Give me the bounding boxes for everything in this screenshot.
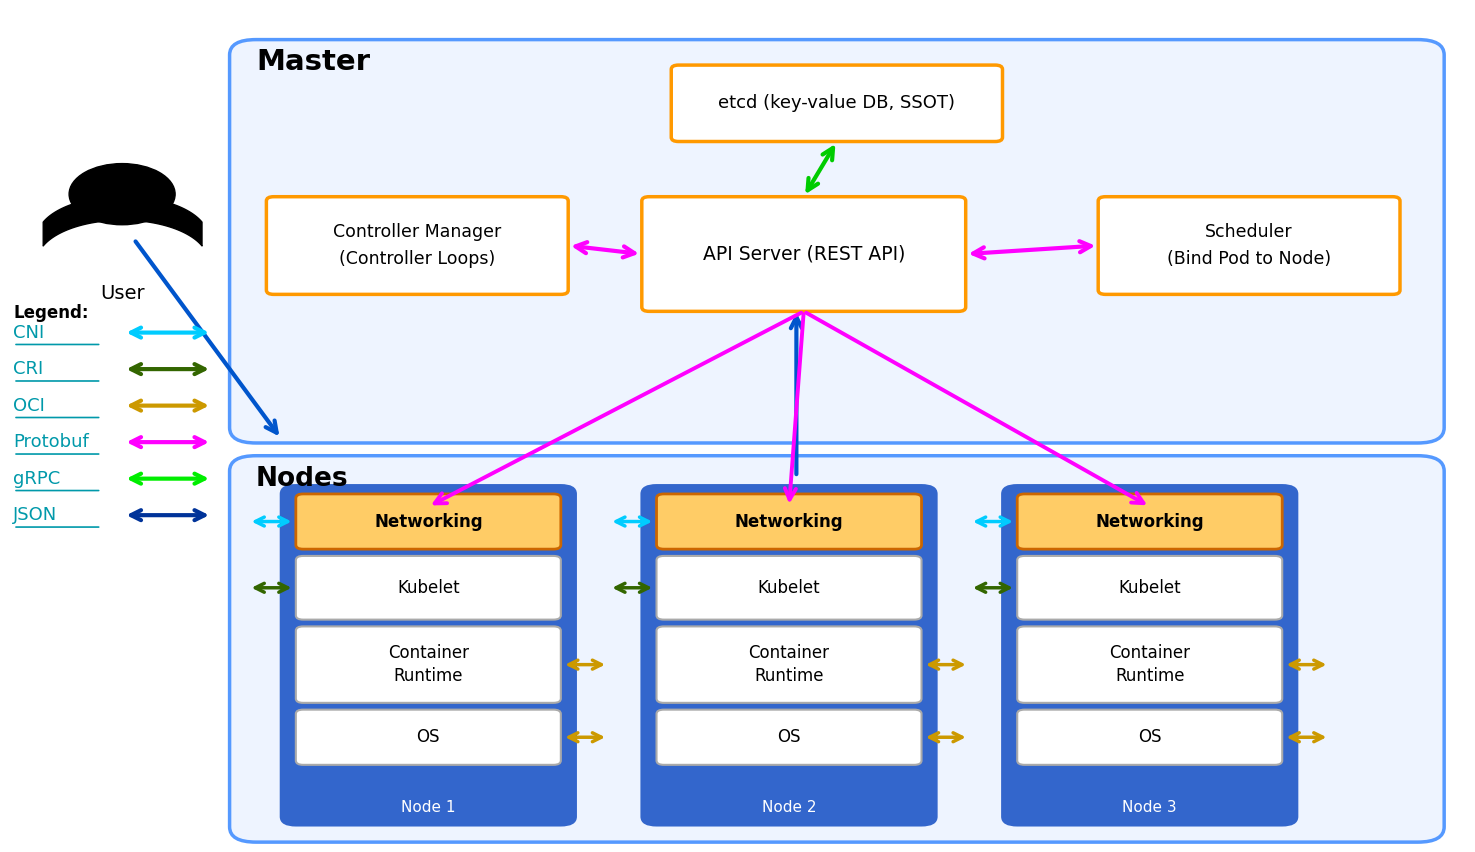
FancyBboxPatch shape [282,486,575,825]
Text: Node 2: Node 2 [761,800,816,815]
Text: Container
Runtime: Container Runtime [748,644,829,685]
Circle shape [69,164,176,225]
Text: OS: OS [416,728,440,746]
FancyBboxPatch shape [656,710,922,765]
Text: Kubelet: Kubelet [397,579,460,596]
FancyBboxPatch shape [1018,556,1282,619]
FancyBboxPatch shape [656,494,922,550]
Text: Networking: Networking [375,513,482,531]
Text: Container
Runtime: Container Runtime [1109,644,1190,685]
FancyBboxPatch shape [230,456,1444,842]
FancyBboxPatch shape [296,556,560,619]
FancyBboxPatch shape [1018,710,1282,765]
Text: Networking: Networking [735,513,844,531]
Text: CNI: CNI [13,324,44,342]
Text: OCI: OCI [13,397,46,415]
FancyBboxPatch shape [1003,486,1297,825]
Text: Node 1: Node 1 [401,800,456,815]
FancyBboxPatch shape [1018,626,1282,703]
FancyBboxPatch shape [1018,494,1282,550]
Text: Networking: Networking [1096,513,1204,531]
Text: Container
Runtime: Container Runtime [388,644,469,685]
Text: CRI: CRI [13,360,43,378]
Text: Scheduler
(Bind Pod to Node): Scheduler (Bind Pod to Node) [1167,223,1330,268]
Text: Kubelet: Kubelet [1118,579,1181,596]
FancyBboxPatch shape [230,39,1444,443]
FancyBboxPatch shape [656,626,922,703]
Text: Kubelet: Kubelet [758,579,820,596]
Text: gRPC: gRPC [13,469,60,487]
FancyBboxPatch shape [1099,197,1400,295]
FancyBboxPatch shape [642,486,937,825]
FancyBboxPatch shape [296,710,560,765]
FancyBboxPatch shape [656,556,922,619]
FancyBboxPatch shape [671,65,1003,141]
Text: User: User [100,285,145,303]
Text: Nodes: Nodes [257,466,348,492]
Text: API Server (REST API): API Server (REST API) [702,245,906,263]
Text: Node 3: Node 3 [1122,800,1177,815]
FancyBboxPatch shape [267,197,568,295]
FancyBboxPatch shape [296,494,560,550]
Text: Legend:: Legend: [13,304,88,322]
Text: etcd (key-value DB, SSOT): etcd (key-value DB, SSOT) [718,95,956,112]
Text: Controller Manager
(Controller Loops): Controller Manager (Controller Loops) [333,223,502,268]
Text: Protobuf: Protobuf [13,433,88,452]
FancyBboxPatch shape [642,197,966,311]
Text: Master: Master [257,48,370,76]
FancyBboxPatch shape [296,626,560,703]
Text: OS: OS [1139,728,1161,746]
Text: JSON: JSON [13,506,58,524]
Text: OS: OS [777,728,801,746]
